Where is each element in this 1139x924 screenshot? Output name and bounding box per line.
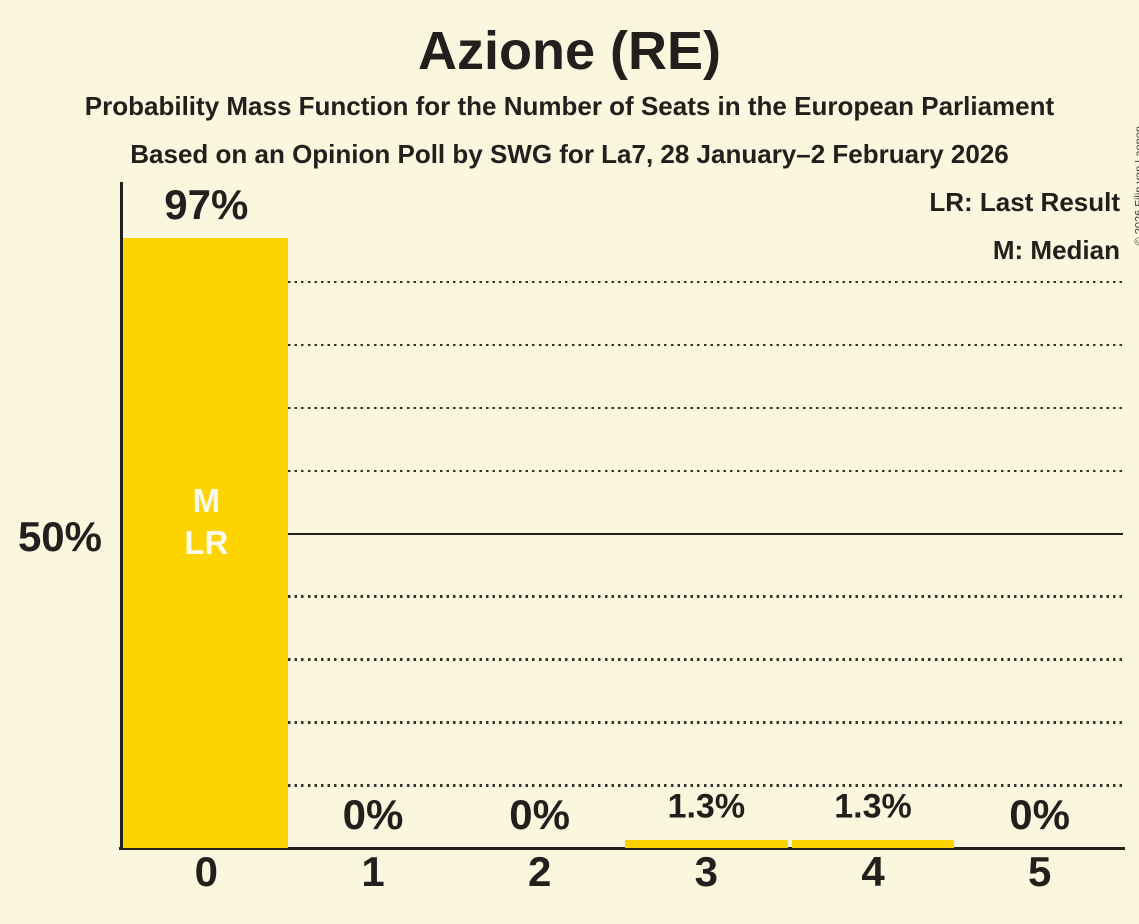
x-axis-label-3: 3 (694, 848, 719, 895)
x-axis-line (119, 847, 1125, 850)
bar-value-label-seats-0: 97% (164, 180, 249, 228)
bar-value-label-seats-4: 1.3% (834, 787, 912, 826)
solid-line-50pct (123, 532, 1123, 535)
bar-annotation-median-last-result: M LR (184, 481, 229, 561)
gridline-20pct (123, 721, 1123, 724)
x-axis-label-0: 0 (194, 848, 219, 895)
chart-title: Azione (RE) (418, 21, 721, 81)
bar-value-label-seats-1: 0% (342, 791, 404, 838)
gridline-90pct (123, 280, 1123, 284)
bar-seats-3 (625, 839, 788, 848)
legend-last-result: LR: Last Result (929, 187, 1120, 217)
x-axis-label-2: 2 (527, 848, 552, 895)
bar-seats-4 (791, 839, 955, 848)
copyright-text: © 2026 Filip van Laenen (1133, 126, 1139, 245)
chart-source-line: Based on an Opinion Poll by SWG for La7,… (130, 139, 1009, 169)
legend-median: M: Median (992, 235, 1120, 265)
x-axis-label-1: 1 (361, 848, 385, 895)
y-axis-50pct-label: 50% (17, 513, 102, 560)
bar-value-label-seats-5: 0% (1009, 791, 1071, 838)
x-axis-label-4: 4 (861, 848, 885, 895)
plot-area: 97% 0 0% 1 0% 2 1.3% 3 1.3% 4 0% 5 M LR (119, 180, 1125, 894)
x-axis-label-5: 5 (1027, 848, 1052, 895)
gridline-40pct (123, 595, 1123, 598)
bar-value-label-seats-2: 0% (509, 791, 571, 838)
chart-subtitle: Probability Mass Function for the Number… (84, 91, 1055, 121)
gridline-70pct (123, 406, 1123, 410)
chart-legend: LR: Last Result M: Median (929, 178, 1120, 274)
bar-seats-0 (123, 237, 288, 848)
gridline-80pct (123, 343, 1123, 347)
bar-value-label-seats-3: 1.3% (667, 787, 746, 826)
gridline-60pct (123, 469, 1123, 473)
gridline-30pct (123, 658, 1123, 661)
gridline-10pct (123, 784, 1123, 787)
